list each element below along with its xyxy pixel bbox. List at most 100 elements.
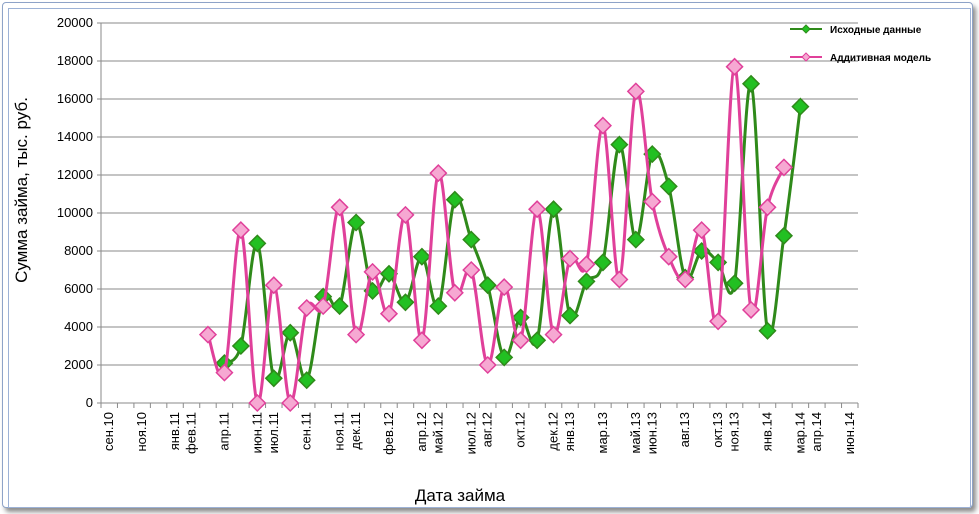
x-tick-label: июл.12	[463, 412, 478, 454]
point-original	[741, 74, 761, 93]
legend: Исходные данные Аддитивная модель	[790, 24, 931, 64]
point-model	[198, 325, 218, 344]
point-original	[330, 297, 349, 316]
point-original	[560, 306, 580, 325]
point-model	[758, 198, 777, 217]
point-model	[495, 278, 514, 297]
point-original	[264, 369, 283, 388]
x-tick-label: фев.11	[184, 412, 199, 454]
point-original	[610, 135, 629, 154]
legend-marker-original	[801, 24, 811, 34]
x-tick-label: мар.14	[792, 412, 807, 453]
y-tick-label: 20000	[57, 15, 93, 30]
point-original	[774, 226, 794, 245]
x-tick-label: мар.13	[595, 412, 610, 453]
point-model	[774, 158, 794, 177]
y-tick-label: 16000	[57, 91, 93, 106]
point-original	[396, 293, 415, 312]
y-tick-labels: 0 2000 4000 6000 8000 10000 12000 14000 16000 180…	[57, 15, 93, 410]
point-model	[429, 164, 448, 183]
point-model	[659, 247, 678, 266]
point-model	[264, 276, 283, 295]
point-model	[445, 283, 464, 302]
point-model	[363, 262, 382, 281]
point-model	[593, 116, 612, 135]
point-original	[281, 323, 300, 342]
chart-inner-border	[8, 8, 971, 508]
point-original	[231, 336, 250, 356]
point-model	[215, 363, 234, 382]
x-tick-labels: сен.10 ноя.10 янв.11 фев.11 апр.11 июн.11 июл.…	[101, 412, 857, 455]
x-tick-label: окт.12	[513, 412, 528, 448]
point-original	[577, 272, 596, 291]
point-original	[412, 247, 431, 266]
point-model	[281, 393, 300, 413]
x-tick-label: апр.14	[809, 412, 824, 452]
y-tick-label: 6000	[64, 281, 93, 296]
x-tick-label: июн.14	[842, 412, 857, 454]
y-tick-label: 0	[86, 395, 93, 410]
point-original	[495, 348, 514, 367]
point-original	[593, 253, 612, 272]
x-tick-label: авг.13	[677, 412, 692, 447]
x-tick-label: янв.11	[167, 412, 182, 450]
x-tick-label: сен.11	[299, 412, 314, 450]
point-original	[478, 276, 497, 295]
point-model	[544, 325, 563, 344]
point-model	[478, 355, 497, 375]
point-model	[692, 221, 711, 240]
y-tick-label: 8000	[64, 243, 93, 258]
x-tick-label: июн.13	[644, 412, 659, 454]
x-tick-label: июн.11	[249, 412, 264, 453]
y-axis-title: Сумма займа, тыс. руб.	[12, 97, 31, 283]
point-original	[544, 200, 563, 219]
point-model	[462, 260, 481, 280]
point-original	[758, 321, 777, 340]
point-original	[379, 264, 399, 283]
point-original	[297, 371, 316, 390]
point-original	[429, 297, 448, 316]
point-model	[297, 298, 316, 318]
point-model	[412, 331, 431, 350]
point-model	[248, 393, 267, 413]
point-model	[379, 304, 399, 323]
chart-frame	[2, 2, 973, 508]
y-tick-label: 14000	[57, 129, 93, 144]
x-tick-label: дек.12	[546, 412, 561, 451]
axes	[97, 22, 859, 408]
series-group	[198, 57, 810, 413]
x-tick-label: авг.12	[480, 412, 495, 447]
x-tick-label: апр.11	[216, 412, 231, 451]
point-model	[709, 312, 728, 331]
point-original	[462, 230, 481, 249]
point-model	[560, 249, 580, 268]
x-tick-label: апр.12	[414, 412, 429, 452]
x-tick-label: янв.14	[759, 412, 774, 451]
legend-label-original: Исходные данные	[830, 25, 922, 36]
point-model	[610, 270, 629, 289]
point-model	[396, 205, 415, 224]
legend-label-model: Аддитивная модель	[830, 53, 931, 64]
x-tick-label: дек.11	[348, 412, 363, 450]
point-original	[659, 177, 678, 196]
point-model	[626, 82, 645, 101]
x-tick-label: фев.12	[381, 412, 396, 455]
y-tick-label: 12000	[57, 167, 93, 182]
point-original	[725, 274, 744, 293]
point-model	[511, 331, 530, 350]
point-original	[445, 190, 464, 209]
point-model	[725, 57, 744, 76]
y-tick-label: 2000	[64, 357, 93, 372]
x-tick-label: май.12	[430, 412, 445, 454]
point-model	[676, 270, 695, 289]
point-model	[314, 297, 333, 316]
legend-marker-model	[801, 52, 811, 62]
y-tick-label: 18000	[57, 53, 93, 68]
x-tick-label: май.13	[628, 412, 643, 454]
point-model	[741, 300, 761, 319]
point-model	[577, 255, 596, 274]
x-tick-label: ноя.13	[727, 412, 742, 452]
x-tick-label: окт.13	[710, 412, 725, 448]
x-tick-label: сен.10	[101, 412, 116, 451]
point-original	[347, 213, 366, 232]
